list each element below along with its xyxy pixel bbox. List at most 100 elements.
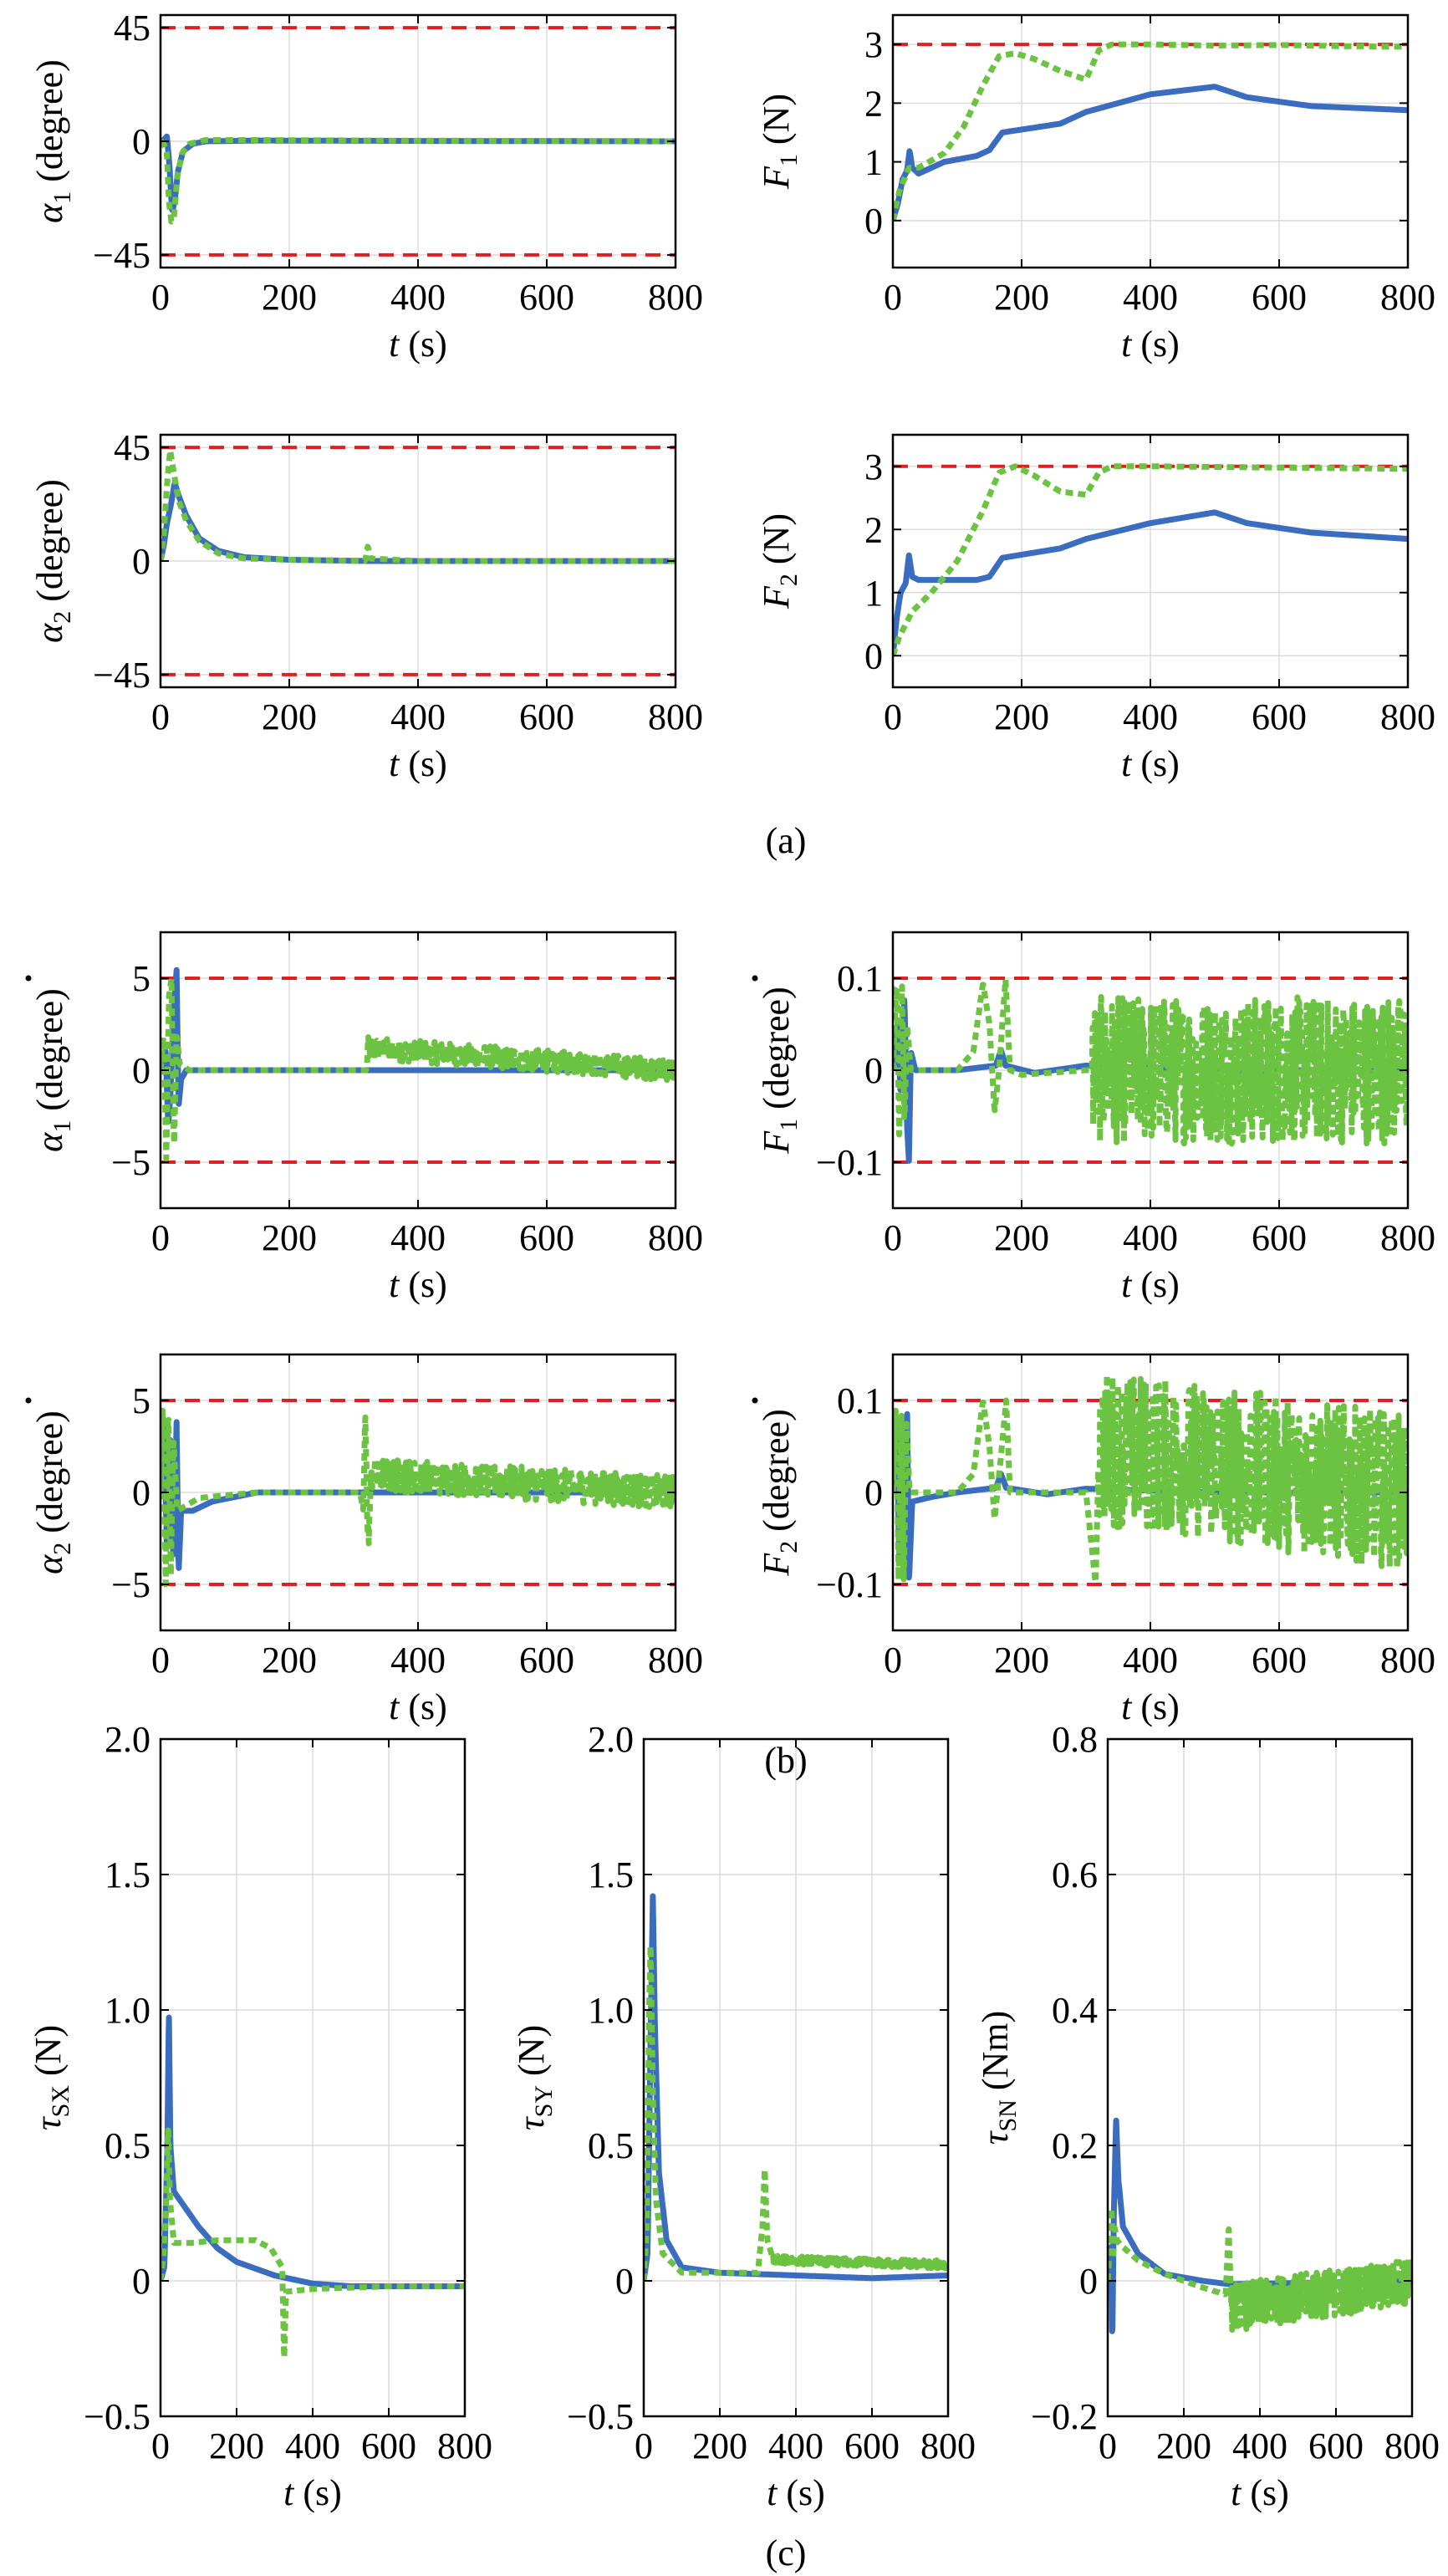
x-tick-label: 0 (151, 2426, 170, 2466)
panel-label-b: (b) (764, 1740, 807, 1781)
y-tick-label: 3 (864, 24, 883, 65)
x-tick-label: 800 (920, 2426, 976, 2466)
series-group (161, 447, 676, 564)
y-tick-label: 0 (132, 1050, 150, 1091)
series-2-line (893, 977, 1408, 1147)
x-tick-label: 200 (994, 1640, 1049, 1681)
y-tick-label: 2 (864, 509, 883, 550)
y-axis-label: F1 (degree) (756, 987, 803, 1154)
derivative-dot (25, 1397, 32, 1404)
y-tick-label: 2 (864, 83, 883, 124)
x-tick-label: 800 (437, 2426, 492, 2466)
x-tick-label: 400 (390, 696, 446, 737)
x-tick-label: 400 (1123, 696, 1178, 737)
x-tick-label: 800 (1380, 1217, 1435, 1258)
x-tick-label: 800 (648, 696, 703, 737)
chart-tauSX: 0 200 400 600 800−0.500.51.01.52.0t (s)τSX (… (28, 1719, 492, 2513)
x-tick-label: 200 (994, 277, 1049, 318)
x-tick-label: 600 (1252, 1640, 1307, 1681)
x-tick-label: 200 (262, 1217, 317, 1258)
y-axis-label: τSY (N) (511, 2025, 558, 2130)
x-tick-label: 600 (519, 1217, 574, 1258)
y-axis-label: F2 (N) (756, 513, 803, 610)
y-axis-label: α2 (degree) (29, 1410, 76, 1574)
y-tick-label: 0.2 (1052, 2125, 1098, 2166)
derivative-dot (752, 975, 758, 982)
y-tick-label: −0.1 (816, 1564, 883, 1605)
series-group (893, 1372, 1408, 1586)
x-tick-label: 600 (1252, 1217, 1307, 1258)
x-tick-label: 600 (519, 696, 574, 737)
chart-F1: 0 200 400 600 800 0 1 2 3 t (s) F1 (N) (756, 13, 1435, 365)
y-tick-label: 2.0 (105, 1719, 150, 1760)
y-tick-label: 0.5 (588, 2125, 634, 2166)
y-axis-label: F2 (degree) (756, 1409, 803, 1576)
y-tick-label: 1.0 (105, 1990, 150, 2031)
x-tick-label: 800 (648, 1217, 703, 1258)
y-tick-label: 0.1 (837, 1380, 883, 1421)
y-axis-label: F1 (N) (756, 94, 803, 190)
x-tick-label: 400 (768, 2426, 823, 2466)
x-tick-label: 400 (390, 277, 446, 318)
y-tick-label: 45 (114, 8, 150, 48)
x-tick-label: 800 (1380, 1640, 1435, 1681)
series-2-line (161, 1407, 676, 1588)
y-axis-label: α2 (degree) (29, 479, 76, 643)
series-group (161, 967, 676, 1162)
x-tick-label: 600 (844, 2426, 900, 2466)
x-tick-label: 200 (262, 1640, 317, 1681)
series-2-line (644, 1943, 948, 2282)
y-tick-label: 0 (864, 1472, 883, 1513)
y-tick-label: 2.0 (588, 1719, 634, 1760)
x-tick-label: 0 (151, 1217, 170, 1258)
series-group (893, 41, 1408, 222)
chart-F2: 0 200 400 600 800 0 1 2 3 t (s) F2 (N) (756, 433, 1435, 784)
y-tick-label: 5 (132, 1380, 150, 1421)
derivative-dot (752, 1397, 758, 1404)
x-tick-label: 400 (390, 1640, 446, 1681)
derivative-dot (25, 975, 32, 982)
x-tick-label: 0 (884, 1640, 902, 1681)
panel-label-c: (c) (766, 2533, 807, 2573)
x-tick-label: 400 (1123, 1640, 1178, 1681)
x-axis-label: t (s) (1121, 743, 1180, 784)
y-axis-label: α1 (degree) (29, 988, 76, 1152)
x-tick-label: 200 (262, 696, 317, 737)
x-tick-label: 200 (994, 1217, 1049, 1258)
series-group (893, 977, 1408, 1164)
y-tick-label: 0 (132, 121, 150, 162)
series-1-line (893, 84, 1408, 222)
x-tick-label: 0 (151, 1640, 170, 1681)
x-tick-label: 400 (1123, 277, 1178, 318)
x-tick-label: 200 (262, 277, 317, 318)
y-tick-label: −5 (111, 1142, 150, 1183)
series-2-line (161, 137, 676, 225)
x-tick-label: 800 (1380, 277, 1435, 318)
x-axis-label: t (s) (767, 2472, 825, 2513)
y-axis-label: τSX (N) (28, 2025, 74, 2130)
y-tick-label: 0 (615, 2261, 634, 2302)
y-tick-label: −0.1 (816, 1142, 883, 1183)
chart-tauSY: 0 200 400 600 800−0.500.51.01.52.0t (s)τSY (… (511, 1719, 976, 2513)
series-2-line (161, 976, 676, 1162)
x-axis-label: t (s) (1121, 1686, 1180, 1727)
x-tick-label: 200 (994, 696, 1049, 737)
y-tick-label: 0 (132, 1472, 150, 1513)
x-tick-label: 0 (151, 277, 170, 318)
chart-F2dot: 0 200 400 600 800−0.100.1t (s)F2 (degree) (752, 1353, 1435, 1727)
series-group (893, 463, 1408, 657)
x-axis-label: t (s) (1231, 2472, 1289, 2513)
y-tick-label: −0.5 (84, 2396, 150, 2437)
x-axis-label: t (s) (389, 1686, 447, 1727)
x-tick-label: 0 (151, 696, 170, 737)
x-tick-label: 200 (1156, 2426, 1211, 2466)
x-tick-label: 600 (519, 1640, 574, 1681)
y-tick-label: 0 (864, 1050, 883, 1091)
y-tick-label: 0 (132, 541, 150, 582)
chart-tauSN: 0 200 400 600 800−0.200.20.40.60.8t (s)τSN (… (975, 1719, 1440, 2513)
x-tick-label: 800 (648, 1640, 703, 1681)
